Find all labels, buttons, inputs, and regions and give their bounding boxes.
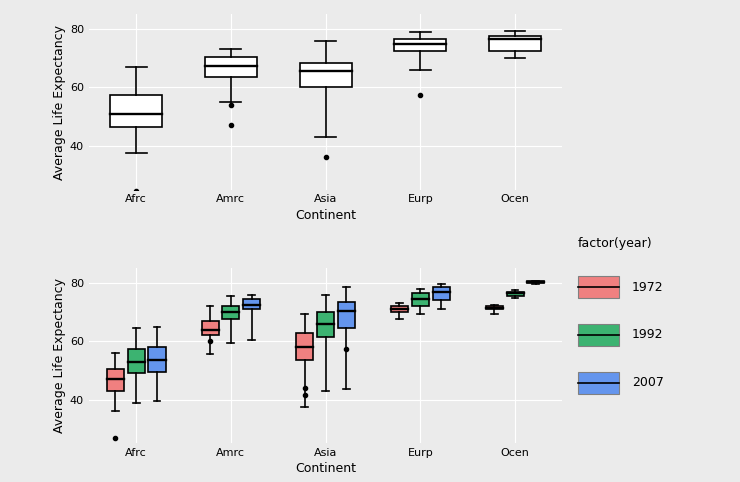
X-axis label: Continent: Continent — [295, 462, 356, 475]
FancyBboxPatch shape — [205, 57, 257, 77]
FancyBboxPatch shape — [394, 39, 446, 51]
FancyBboxPatch shape — [578, 277, 619, 298]
FancyBboxPatch shape — [485, 306, 502, 309]
FancyBboxPatch shape — [489, 36, 541, 51]
FancyBboxPatch shape — [338, 302, 355, 328]
X-axis label: Continent: Continent — [295, 209, 356, 222]
FancyBboxPatch shape — [433, 287, 450, 300]
FancyBboxPatch shape — [243, 299, 260, 309]
Text: 1972: 1972 — [632, 281, 663, 294]
Text: 1992: 1992 — [632, 329, 663, 341]
Y-axis label: Average Life Expectancy: Average Life Expectancy — [53, 25, 66, 179]
FancyBboxPatch shape — [317, 312, 334, 337]
FancyBboxPatch shape — [528, 281, 545, 283]
Text: factor(year): factor(year) — [578, 237, 653, 250]
FancyBboxPatch shape — [578, 324, 619, 346]
Text: 2007: 2007 — [632, 376, 664, 389]
Y-axis label: Average Life Expectancy: Average Life Expectancy — [53, 279, 66, 433]
FancyBboxPatch shape — [201, 321, 218, 335]
FancyBboxPatch shape — [506, 292, 524, 296]
FancyBboxPatch shape — [110, 94, 162, 127]
FancyBboxPatch shape — [300, 63, 352, 87]
FancyBboxPatch shape — [149, 347, 166, 372]
FancyBboxPatch shape — [222, 306, 240, 320]
FancyBboxPatch shape — [578, 372, 619, 393]
FancyBboxPatch shape — [391, 306, 408, 312]
FancyBboxPatch shape — [296, 333, 313, 360]
FancyBboxPatch shape — [107, 369, 124, 391]
FancyBboxPatch shape — [411, 293, 429, 306]
FancyBboxPatch shape — [127, 348, 145, 374]
